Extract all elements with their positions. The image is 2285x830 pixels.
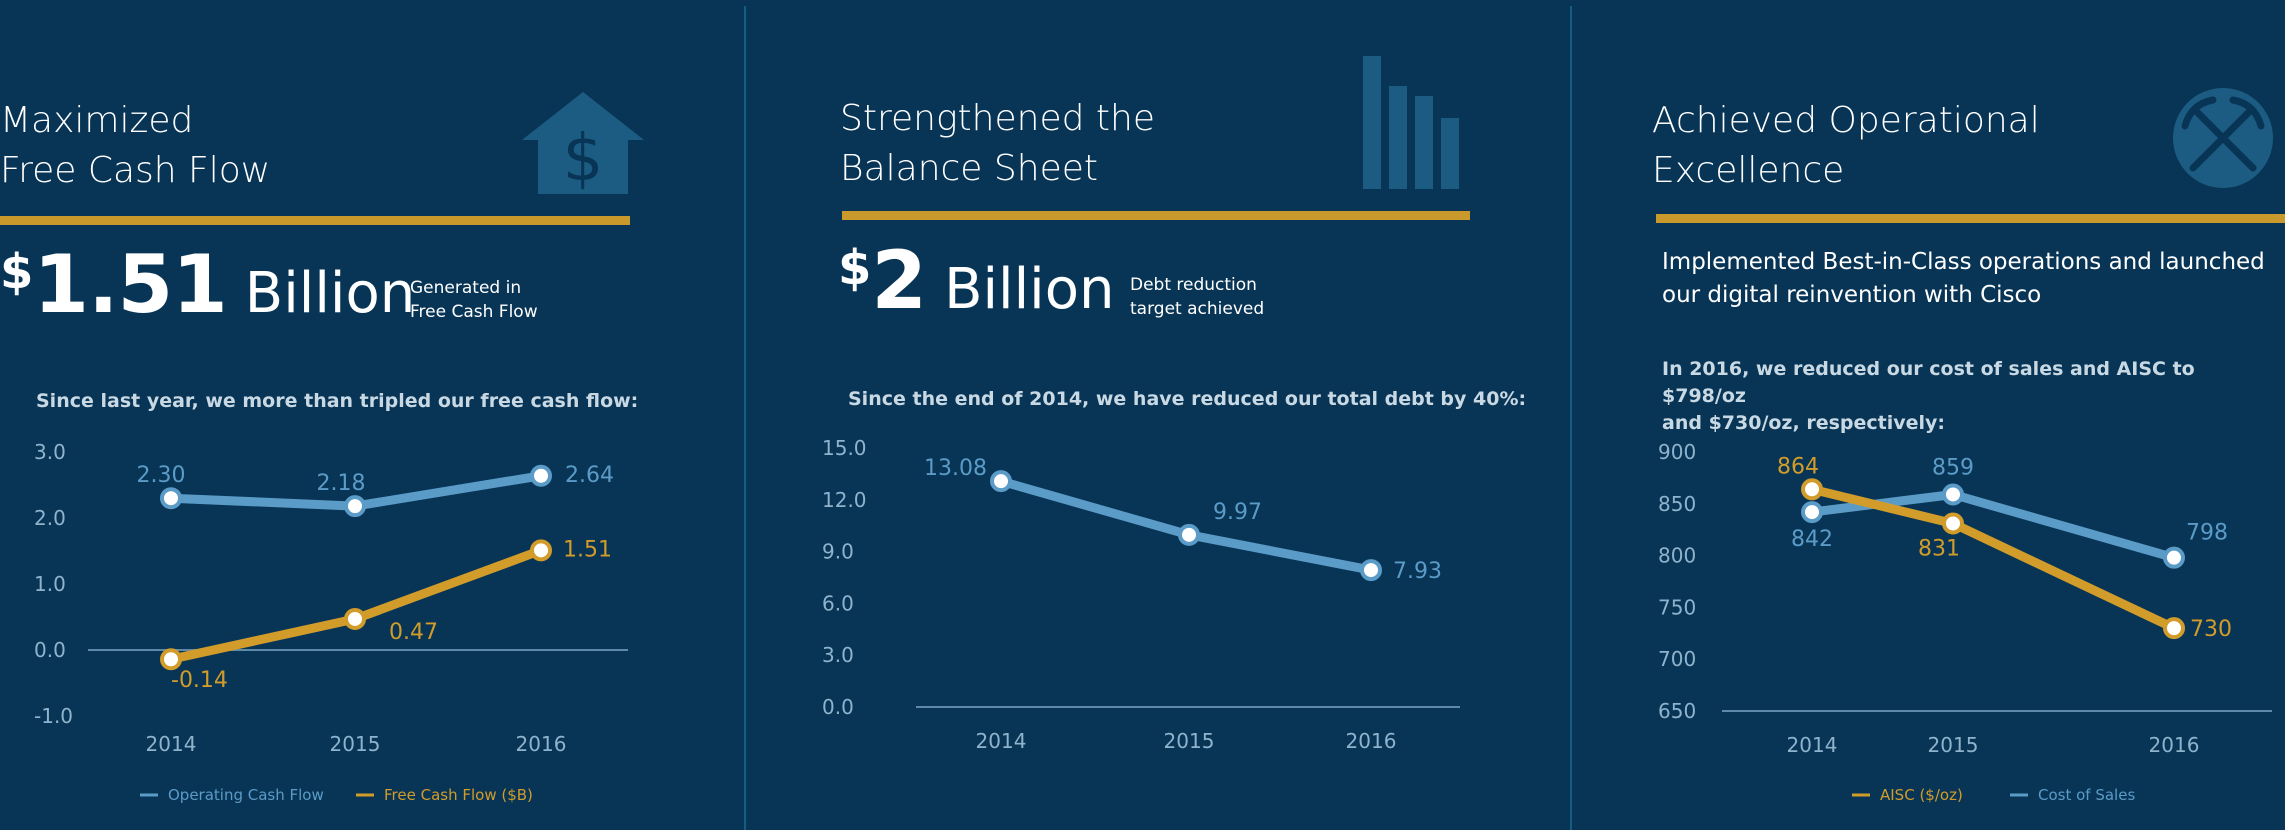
data-label: 1.51 [563, 537, 612, 562]
lead-text: Implemented Best-in-Class operations and… [1662, 249, 2265, 308]
data-point [1801, 478, 1823, 501]
y-tick-label: 850 [1658, 492, 1696, 516]
data-point [1178, 523, 1200, 546]
data-label: 2.64 [565, 463, 614, 488]
headline-number: 2 [871, 234, 927, 327]
y-tick-label: 700 [1658, 647, 1696, 671]
x-tick-label: 2016 [1346, 729, 1397, 753]
legend-label: Operating Cash Flow [168, 786, 324, 804]
x-tick-label: 2015 [1928, 733, 1979, 757]
data-label: 9.97 [1213, 500, 1262, 525]
headline-symbol: $ [0, 244, 34, 300]
data-point [1360, 559, 1382, 582]
data-label: 831 [1918, 536, 1960, 561]
x-tick-label: 2014 [976, 729, 1027, 753]
data-point [530, 464, 552, 487]
gold-rule [0, 216, 630, 225]
data-label: 13.08 [924, 456, 987, 481]
headline-note: Debt reduction target achieved [1130, 275, 1265, 319]
data-point [160, 487, 182, 510]
headline-note: Generated in Free Cash Flow [410, 278, 538, 322]
data-label: 859 [1932, 455, 1974, 480]
data-label: 2.30 [137, 463, 186, 488]
y-tick-label: 6.0 [822, 591, 854, 615]
data-point [530, 539, 552, 562]
headline-unit: Billion [244, 261, 416, 326]
legend-label: Cost of Sales [2038, 786, 2135, 804]
y-tick-label: -1.0 [34, 704, 73, 728]
series-line [166, 545, 546, 664]
panel-divider-2 [1570, 6, 1572, 830]
chart-caption: Since the end of 2014, we have reduced o… [848, 388, 1527, 410]
gold-rule [1656, 214, 2285, 223]
y-tick-label: 3.0 [822, 643, 854, 667]
x-tick-label: 2016 [516, 732, 567, 756]
data-point [1942, 483, 1964, 506]
x-tick-label: 2016 [2149, 733, 2200, 757]
legend-label: Free Cash Flow ($B) [384, 786, 533, 804]
legend-label: AISC ($/oz) [1880, 786, 1963, 804]
y-tick-label: 1.0 [34, 572, 66, 596]
chart-caption: In 2016, we reduced our cost of sales an… [1662, 358, 2195, 434]
x-tick-label: 2014 [1787, 733, 1838, 757]
y-tick-label: 15.0 [822, 436, 867, 460]
headline-value: $2 Billion [838, 234, 1114, 327]
data-label: 864 [1777, 454, 1819, 479]
y-tick-label: 3.0 [34, 440, 66, 464]
y-tick-label: 800 [1658, 544, 1696, 568]
chart-cost-of-sales: 900 850 800 750 700 650 2014 2015 2016 842 859 798 8… [1658, 440, 2272, 804]
headline-symbol: $ [838, 240, 872, 296]
data-label: 7.93 [1393, 559, 1442, 584]
data-label: 798 [2186, 521, 2228, 546]
headline-value: $1.51 Billion [0, 238, 415, 331]
data-point [1801, 501, 1823, 524]
panel-balance-sheet: Strengthened the Balance Sheet $2 Billion… [746, 0, 1570, 830]
data-label: 0.47 [389, 620, 438, 645]
y-tick-label: 750 [1658, 595, 1696, 619]
x-tick-label: 2014 [146, 732, 197, 756]
x-tick-label: 2015 [330, 732, 381, 756]
headline-unit: Billion [944, 257, 1115, 322]
data-point [2163, 617, 2185, 640]
headline-number: 1.51 [33, 238, 227, 331]
y-tick-label: 0.0 [34, 638, 66, 662]
data-point [990, 470, 1012, 493]
y-tick-label: 900 [1658, 440, 1696, 464]
data-point [160, 648, 182, 671]
chart-caption: Since last year, we more than tripled ou… [36, 390, 639, 412]
data-label: 2.18 [317, 471, 366, 496]
data-point [2163, 546, 2185, 569]
data-label: 730 [2190, 617, 2232, 642]
chart-total-debt: 15.0 12.0 9.0 6.0 3.0 0.0 2014 2015 2016 13.08 9.9… [822, 436, 1460, 753]
data-point [344, 495, 366, 518]
crossed-pickaxes-icon [2173, 88, 2273, 188]
svg-text:$: $ [563, 122, 604, 196]
bar-chart-icon [1363, 56, 1459, 189]
y-tick-label: 2.0 [34, 506, 66, 530]
x-tick-label: 2015 [1164, 729, 1215, 753]
data-label: -0.14 [171, 668, 228, 693]
panel-title: Achieved Operational Excellence [1652, 100, 2040, 191]
data-point [344, 607, 366, 630]
panel-operational-excellence: Achieved Operational Excellence Implemen… [1572, 0, 2285, 830]
chart-free-cash-flow: 3.0 2.0 1.0 0.0 -1.0 2014 2015 2016 2.30 2.18 2.64… [34, 440, 628, 804]
panel-title: Strengthened the Balance Sheet [840, 98, 1155, 189]
y-tick-label: 9.0 [822, 540, 854, 564]
panel-title: Maximized Free Cash Flow [0, 100, 271, 191]
data-point [1942, 512, 1964, 535]
panel-divider-1 [744, 6, 746, 830]
y-tick-label: 12.0 [822, 488, 867, 512]
house-dollar-icon: $ [522, 92, 644, 196]
gold-rule [842, 211, 1470, 220]
y-tick-label: 650 [1658, 699, 1696, 723]
data-label: 842 [1791, 527, 1833, 552]
panel-free-cash-flow: Maximized Free Cash Flow $ $1.51 Billion … [0, 0, 744, 830]
y-tick-label: 0.0 [822, 695, 854, 719]
